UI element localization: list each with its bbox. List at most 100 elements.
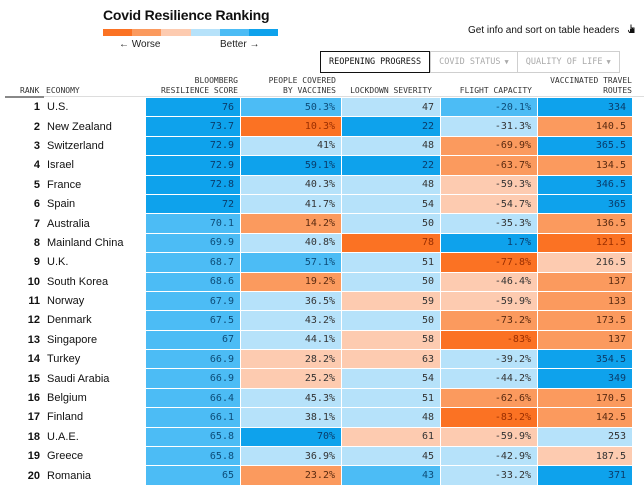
cell-spacer: [143, 175, 146, 195]
cell-spacer: [537, 349, 538, 370]
resilience-score-cell: 67: [146, 330, 240, 351]
people-covered-cell: 50.3%: [241, 98, 341, 118]
header-flight-capacity[interactable]: FLIGHT CAPACITY: [459, 86, 532, 95]
flight-capacity-cell: -59.9%: [441, 427, 537, 448]
cell-spacer: [440, 252, 441, 273]
cell-spacer: [143, 136, 146, 157]
people-covered-cell: 28.2%: [241, 349, 341, 370]
cell-spacer: [440, 368, 441, 389]
vaccinated-routes-cell: 173.5: [538, 310, 632, 331]
people-covered-cell: 25.2%: [241, 368, 341, 389]
header-economy[interactable]: ECONOMY: [46, 86, 80, 95]
table-row: 20 Romania 65 23.2% 43 -33.2% 371: [0, 465, 632, 486]
cell-spacer: [537, 407, 538, 428]
cell-spacer: [537, 368, 538, 389]
people-covered-cell: 45.3%: [241, 388, 341, 409]
lockdown-severity-cell: 50: [342, 310, 440, 331]
vaccinated-routes-cell: 365.5: [538, 136, 632, 157]
flight-capacity-cell: -44.2%: [441, 368, 537, 389]
flight-capacity-cell: 1.7%: [441, 233, 537, 254]
economy-cell: Spain: [47, 194, 143, 215]
people-covered-cell: 44.1%: [241, 330, 341, 351]
cell-spacer: [341, 407, 342, 428]
resilience-score-cell: 65.8: [146, 446, 240, 467]
header-line: VACCINATED TRAVEL: [550, 76, 632, 85]
cell-spacer: [440, 388, 441, 409]
resilience-score-cell: 72.8: [146, 175, 240, 195]
cell-spacer: [440, 465, 441, 486]
header-line: BY VACCINES: [283, 86, 336, 95]
cell-spacer: [143, 427, 146, 448]
header-line: PEOPLE COVERED: [268, 76, 336, 85]
cell-spacer: [341, 116, 342, 137]
people-covered-cell: 10.3%: [241, 116, 341, 137]
people-covered-cell: 41.7%: [241, 194, 341, 215]
cell-spacer: [537, 116, 538, 137]
tab-covid-status[interactable]: COVID STATUS ▼: [430, 52, 517, 72]
header-vaccinated-travel-routes[interactable]: VACCINATED TRAVEL ROUTES: [536, 76, 632, 96]
header-resilience-score[interactable]: BLOOMBERG RESILIENCE SCORE: [146, 76, 238, 96]
header-rank[interactable]: RANK: [20, 86, 40, 95]
lockdown-severity-cell: 51: [342, 388, 440, 409]
cell-spacer: [341, 155, 342, 176]
resilience-score-cell: 67.9: [146, 291, 240, 312]
lockdown-severity-cell: 50: [342, 213, 440, 234]
cell-spacer: [537, 175, 538, 195]
legend-swatch-good: [219, 29, 249, 36]
resilience-score-cell: 65: [146, 465, 240, 486]
header-line: RESILIENCE SCORE: [160, 86, 238, 95]
vaccinated-routes-cell: 216.5: [538, 252, 632, 273]
tab-reopening-progress[interactable]: REOPENING PROGRESS: [320, 51, 431, 73]
economy-cell: Mainland China: [47, 233, 143, 254]
rank-cell: 3: [0, 136, 47, 157]
header-people-covered[interactable]: PEOPLE COVERED BY VACCINES: [242, 76, 336, 96]
cell-spacer: [143, 194, 146, 215]
header-line: ROUTES: [603, 86, 632, 95]
table-row: 16 Belgium 66.4 45.3% 51 -62.6% 170.5: [0, 388, 632, 409]
rank-cell: 11: [0, 291, 47, 312]
table-row: 8 Mainland China 69.9 40.8% 78 1.7% 121.5: [0, 233, 632, 254]
cell-spacer: [440, 194, 441, 215]
resilience-score-cell: 69.9: [146, 233, 240, 254]
cell-spacer: [143, 272, 146, 292]
cell-spacer: [240, 136, 241, 157]
table-row: 9 U.K. 68.7 57.1% 51 -77.8% 216.5: [0, 252, 632, 273]
header-divider: [44, 96, 644, 97]
rank-cell: 8: [0, 233, 47, 254]
cell-spacer: [240, 175, 241, 195]
cell-spacer: [143, 252, 146, 273]
cell-spacer: [537, 136, 538, 157]
tab-label: COVID STATUS: [439, 57, 501, 67]
legend-swatch-best: [248, 29, 279, 36]
cell-spacer: [143, 98, 146, 118]
cell-spacer: [240, 388, 241, 409]
table-row: 6 Spain 72 41.7% 54 -54.7% 365: [0, 194, 632, 215]
economy-cell: Denmark: [47, 310, 143, 331]
flight-capacity-cell: -42.9%: [441, 446, 537, 467]
tab-label: REOPENING PROGRESS: [329, 57, 422, 67]
cell-spacer: [440, 213, 441, 234]
legend-worse-label: ← Worse: [119, 39, 161, 50]
vaccinated-routes-cell: 133: [538, 291, 632, 312]
cell-spacer: [341, 310, 342, 331]
economy-cell: Saudi Arabia: [47, 368, 143, 389]
cell-spacer: [341, 427, 342, 448]
rank-cell: 15: [0, 368, 47, 389]
rank-cell: 6: [0, 194, 47, 215]
vaccinated-routes-cell: 121.5: [538, 233, 632, 254]
tab-quality-of-life[interactable]: QUALITY OF LIFE ▼: [516, 52, 619, 72]
header-lockdown-severity[interactable]: LOCKDOWN SEVERITY: [350, 86, 432, 95]
economy-cell: New Zealand: [47, 116, 143, 137]
legend-swatch-slightly-good: [190, 29, 220, 36]
lockdown-severity-cell: 63: [342, 349, 440, 370]
vaccinated-routes-cell: 170.5: [538, 388, 632, 409]
dropdown-caret-icon: ▼: [504, 58, 509, 66]
cell-spacer: [341, 349, 342, 370]
cell-spacer: [440, 272, 441, 292]
cell-spacer: [440, 155, 441, 176]
rank-cell: 13: [0, 330, 47, 351]
cell-spacer: [537, 310, 538, 331]
cell-spacer: [143, 213, 146, 234]
cell-spacer: [341, 213, 342, 234]
economy-cell: Belgium: [47, 388, 143, 409]
